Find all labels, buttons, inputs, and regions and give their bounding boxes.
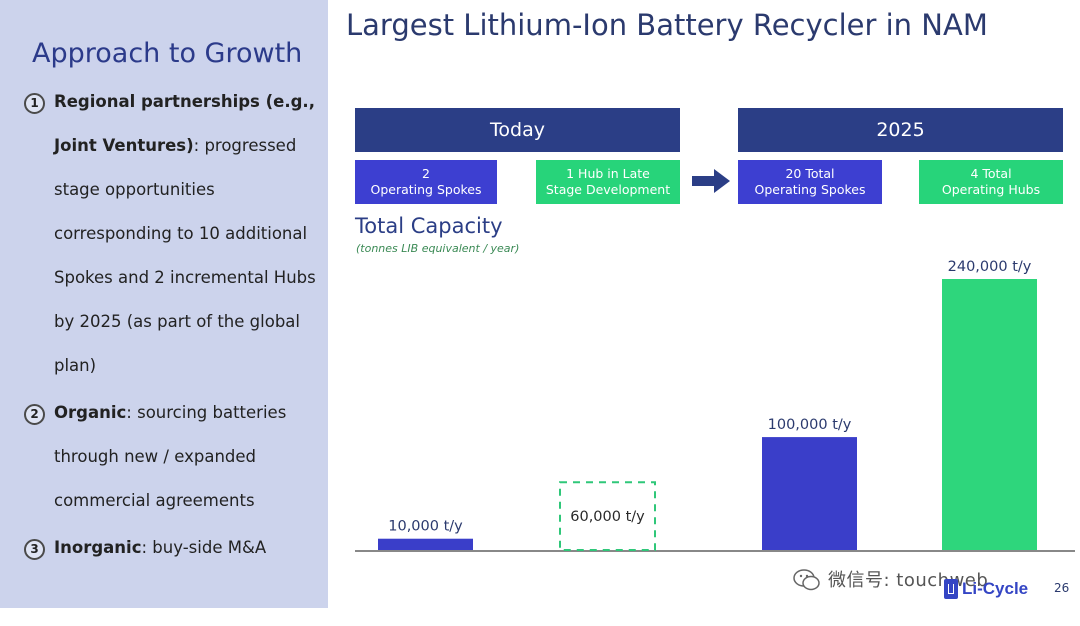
box-line1: 20 Total [785,166,835,181]
box-line1: 2 [422,166,430,181]
box-line1: 4 Total [970,166,1012,181]
box-line2: Stage Development [545,182,671,197]
li-cycle-logo: Li-Cycle [944,577,1028,601]
bar-2 [559,481,656,551]
bar-label-3: 100,000 t/y [768,417,852,433]
bar-label-4: 240,000 t/y [948,259,1032,275]
wechat-icon [793,569,820,591]
box-total-hubs-2025: 4 Total Operating Hubs [919,160,1063,204]
point-text-3: Inorganic: buy-side M&A [54,526,316,570]
bar-4 [942,279,1037,550]
page-number: 26 [1054,581,1070,595]
box-line2: Operating Spokes [370,182,482,197]
box-total-spokes-2025: 20 Total Operating Spokes [738,160,882,204]
point-rest-1: : progressed stage opportunities corresp… [54,136,316,375]
future-header: 2025 [738,108,1063,152]
box-hub-development: 1 Hub in Late Stage Development [536,160,680,204]
capacity-subtitle: (tonnes LIB equivalent / year) [356,242,520,255]
point-rest-2: : sourcing batteries through new / expan… [54,403,287,510]
today-header: Today [355,108,680,152]
box-line2: Operating Hubs [941,182,1041,197]
point-number-2: 2 [24,404,45,425]
bar-label-1: 10,000 t/y [388,519,463,535]
sidebar-title: Approach to Growth [32,38,303,69]
box-operating-spokes-today: 2 Operating Spokes [355,160,497,204]
box-line2: Operating Spokes [754,182,866,197]
point-text-2: Organic: sourcing batteries through new … [54,391,316,523]
point-number-3: 3 [24,539,45,560]
point-text-1: Regional partnerships (e.g., Joint Ventu… [54,80,316,388]
bar-label-2: 60,000 t/y [570,509,645,525]
sidebar-panel: Approach to Growth 1 Regional partnershi… [0,0,328,608]
bar-3 [762,437,857,550]
point-bold-2: Organic [54,403,127,422]
slide-title: Largest Lithium-Ion Battery Recycler in … [346,8,988,42]
box-line1: 1 Hub in Late [566,166,650,181]
right-arrow-icon [692,169,730,193]
logo-mark-icon [944,579,958,599]
logo-text: Li-Cycle [962,579,1029,598]
bar-1 [378,538,473,550]
point-number-1: 1 [24,93,45,114]
point-bold-1: Regional partnerships (e.g., Joint Ventu… [54,92,315,155]
capacity-title: Total Capacity [355,214,503,238]
point-bold-3: Inorganic [54,538,142,557]
point-rest-3: : buy-side M&A [141,538,267,557]
